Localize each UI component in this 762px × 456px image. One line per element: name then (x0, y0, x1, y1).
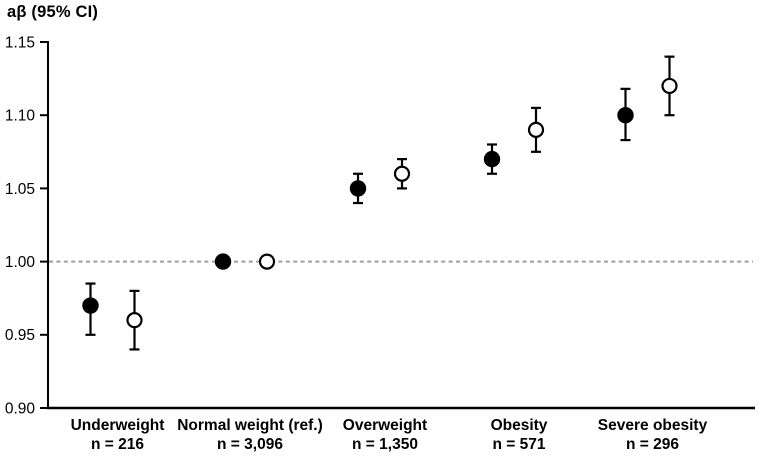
x-category-label: Overweight (343, 417, 427, 434)
x-category-label: Underweight (71, 417, 165, 434)
x-category-n-label: n = 296 (626, 436, 679, 453)
marker-filled-circle (349, 180, 367, 197)
marker-open-circle (393, 165, 411, 182)
x-category-n-label: n = 216 (91, 436, 144, 453)
marker-filled-circle (82, 297, 99, 314)
y-tick-label: 1.15 (5, 34, 35, 51)
marker-open-circle (527, 121, 545, 138)
x-category-n-label: n = 1,350 (352, 436, 418, 453)
marker-filled-circle (214, 253, 232, 270)
y-tick-label: 1.10 (5, 108, 36, 125)
marker-filled-circle (483, 150, 501, 168)
x-category-label: Normal weight (ref.) (177, 417, 323, 434)
x-category-label: Obesity (491, 417, 548, 434)
y-tick-label: 1.05 (5, 181, 35, 198)
x-category-label: Severe obesity (598, 417, 708, 434)
marker-open-circle (126, 312, 143, 329)
x-category-n-label: n = 571 (493, 436, 546, 453)
x-category-n-label: n = 3,096 (217, 436, 283, 453)
chart-title: aβ (95% CI) (7, 3, 99, 21)
marker-filled-circle (617, 107, 634, 124)
marker-open-circle (258, 253, 276, 270)
marker-open-circle (661, 77, 678, 95)
y-tick-label: 1.00 (5, 254, 36, 271)
y-tick-label: 0.90 (5, 400, 36, 417)
y-tick-label: 0.95 (5, 327, 35, 344)
